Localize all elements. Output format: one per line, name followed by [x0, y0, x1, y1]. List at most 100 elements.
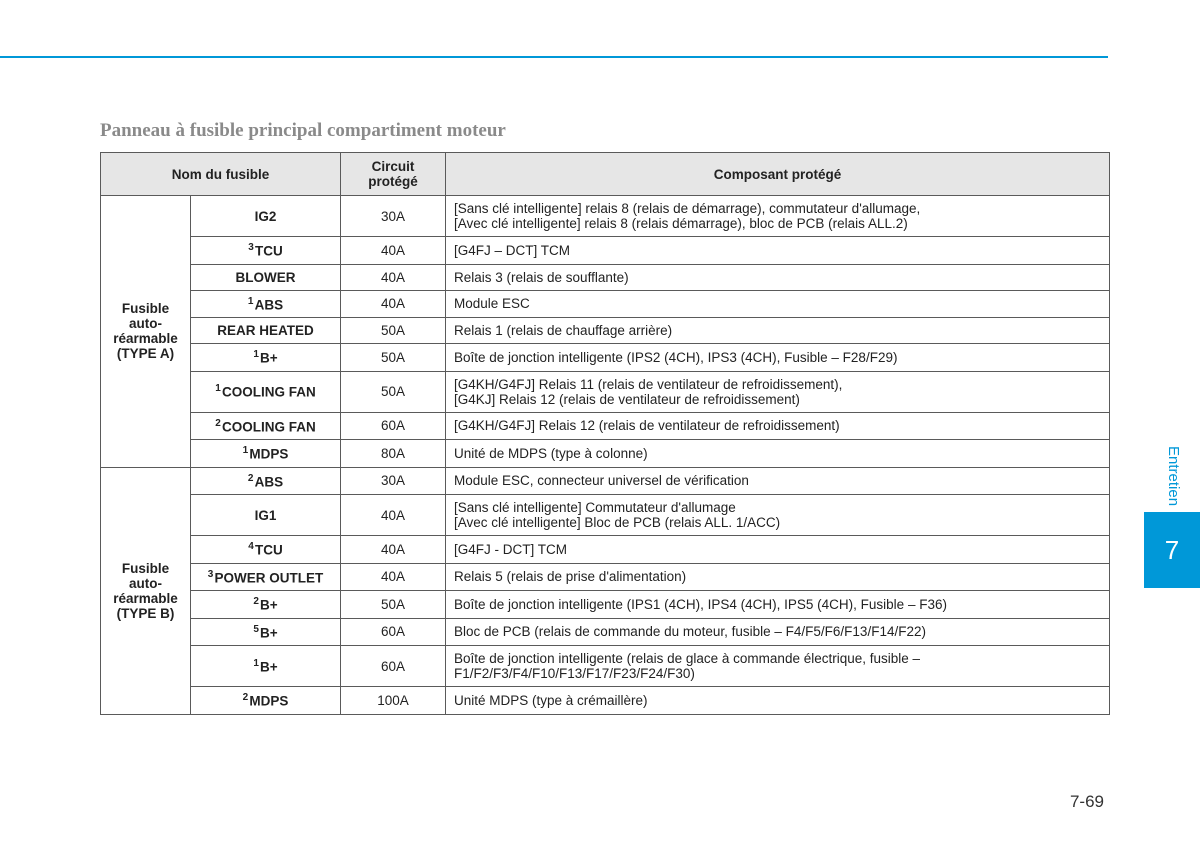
fuse-name: 3 TCU [191, 237, 341, 265]
fuse-circuit: 30A [341, 196, 446, 237]
table-row: Fusibleauto-réarmable (TYPE B)2 ABS30AMo… [101, 467, 1110, 495]
fuse-name-superscript: 1 [215, 383, 221, 394]
fuse-circuit: 40A [341, 536, 446, 564]
top-accent-line [0, 56, 1108, 58]
fuse-component: [G4FJ – DCT] TCM [446, 237, 1110, 265]
page-content: Panneau à fusible principal compartiment… [100, 120, 1110, 715]
fuse-name: 1 COOLING FAN [191, 371, 341, 412]
fuse-circuit: 60A [341, 412, 446, 440]
fuse-circuit: 40A [341, 237, 446, 265]
fuse-component: Boîte de jonction intelligente (relais d… [446, 646, 1110, 687]
table-row: 1 B+60ABoîte de jonction intelligente (r… [101, 646, 1110, 687]
fuse-name-superscript: 2 [248, 473, 254, 484]
fuse-name-superscript: 5 [253, 624, 259, 635]
fuse-component: Relais 5 (relais de prise d'alimentation… [446, 563, 1110, 591]
fuse-name: IG1 [191, 495, 341, 536]
table-row: 1 MDPS80AUnité de MDPS (type à colonne) [101, 440, 1110, 468]
table-row: 1 COOLING FAN50A[G4KH/G4FJ] Relais 11 (r… [101, 371, 1110, 412]
fuse-name-superscript: 2 [243, 692, 249, 703]
fuse-circuit: 60A [341, 618, 446, 646]
table-row: 3 TCU40A[G4FJ – DCT] TCM [101, 237, 1110, 265]
table-row: 2 B+50ABoîte de jonction intelligente (I… [101, 591, 1110, 619]
table-row: 2 MDPS100AUnité MDPS (type à crémaillère… [101, 687, 1110, 715]
fuse-name-text: B+ [260, 351, 278, 366]
fuse-component: Unité de MDPS (type à colonne) [446, 440, 1110, 468]
header-circuit: Circuit protégé [341, 153, 446, 196]
chapter-number: 7 [1165, 535, 1179, 566]
fuse-component: Boîte de jonction intelligente (IPS1 (4C… [446, 591, 1110, 619]
table-row: IG140A[Sans clé intelligente] Commutateu… [101, 495, 1110, 536]
fuse-component: Unité MDPS (type à crémaillère) [446, 687, 1110, 715]
fuse-component: Relais 1 (relais de chauffage arrière) [446, 318, 1110, 344]
fuse-component: Bloc de PCB (relais de commande du moteu… [446, 618, 1110, 646]
fuse-name-text: IG1 [255, 508, 277, 523]
fuse-component: Module ESC [446, 290, 1110, 318]
fuse-name: 5 B+ [191, 618, 341, 646]
fuse-name-text: BLOWER [236, 270, 296, 285]
page-number: 7-69 [1070, 792, 1104, 812]
fuse-name: 2 ABS [191, 467, 341, 495]
table-row: 2 COOLING FAN60A[G4KH/G4FJ] Relais 12 (r… [101, 412, 1110, 440]
fuse-component: [Sans clé intelligente] relais 8 (relais… [446, 196, 1110, 237]
fuse-name: 2 COOLING FAN [191, 412, 341, 440]
table-row: 3 POWER OUTLET40ARelais 5 (relais de pri… [101, 563, 1110, 591]
fuse-name-text: TCU [255, 543, 283, 558]
fuse-name-text: TCU [255, 244, 283, 259]
fuse-name-text: REAR HEATED [217, 323, 314, 338]
fuse-name-text: COOLING FAN [222, 419, 316, 434]
fuse-circuit: 30A [341, 467, 446, 495]
table-header-row: Nom du fusible Circuit protégé Composant… [101, 153, 1110, 196]
fuse-circuit: 40A [341, 563, 446, 591]
fuse-name: 1 MDPS [191, 440, 341, 468]
fuse-name: REAR HEATED [191, 318, 341, 344]
table-row: 1 B+50ABoîte de jonction intelligente (I… [101, 344, 1110, 372]
fuse-name-text: MDPS [249, 447, 288, 462]
side-tab: Entretien 7 [1144, 446, 1200, 588]
fuse-component: [G4KH/G4FJ] Relais 11 (relais de ventila… [446, 371, 1110, 412]
fuse-component: Boîte de jonction intelligente (IPS2 (4C… [446, 344, 1110, 372]
table-row: REAR HEATED 50ARelais 1 (relais de chauff… [101, 318, 1110, 344]
fuse-name: 1 B+ [191, 344, 341, 372]
fuse-circuit: 40A [341, 264, 446, 290]
side-section-label: Entretien [1144, 446, 1200, 506]
fuse-component: [G4FJ - DCT] TCM [446, 536, 1110, 564]
fuse-name-superscript: 1 [253, 658, 259, 669]
chapter-tab: 7 [1144, 512, 1200, 588]
fuse-circuit: 100A [341, 687, 446, 715]
fuse-name: 2 MDPS [191, 687, 341, 715]
fuse-name: 3 POWER OUTLET [191, 563, 341, 591]
fuse-name-superscript: 2 [253, 596, 259, 607]
fuse-table: Nom du fusible Circuit protégé Composant… [100, 152, 1110, 715]
table-row: Fusibleauto-réarmable (TYPE A)IG230A[San… [101, 196, 1110, 237]
fuse-name-text: ABS [255, 297, 284, 312]
fuse-name-text: ABS [255, 474, 284, 489]
fuse-name-superscript: 3 [248, 242, 254, 253]
fuse-name: IG2 [191, 196, 341, 237]
fuse-group-label: Fusibleauto-réarmable (TYPE A) [101, 196, 191, 468]
fuse-name-text: B+ [260, 598, 278, 613]
table-row: 4 TCU 40A[G4FJ - DCT] TCM [101, 536, 1110, 564]
fuse-circuit: 80A [341, 440, 446, 468]
table-row: BLOWER 40ARelais 3 (relais de soufflante) [101, 264, 1110, 290]
fuse-circuit: 50A [341, 591, 446, 619]
fuse-group-label: Fusibleauto-réarmable (TYPE B) [101, 467, 191, 714]
fuse-name-text: COOLING FAN [222, 385, 316, 400]
fuse-circuit: 50A [341, 318, 446, 344]
fuse-name-text: B+ [260, 625, 278, 640]
fuse-circuit: 40A [341, 290, 446, 318]
fuse-name-superscript: 1 [253, 349, 259, 360]
fuse-component: Module ESC, connecteur universel de véri… [446, 467, 1110, 495]
fuse-name: 1 ABS [191, 290, 341, 318]
fuse-name-superscript: 3 [208, 569, 214, 580]
fuse-name-superscript: 4 [248, 541, 254, 552]
header-component: Composant protégé [446, 153, 1110, 196]
fuse-name: 1 B+ [191, 646, 341, 687]
fuse-circuit: 50A [341, 344, 446, 372]
fuse-circuit: 40A [341, 495, 446, 536]
fuse-name-text: IG2 [255, 209, 277, 224]
fuse-name-superscript: 1 [248, 296, 254, 307]
fuse-component: Relais 3 (relais de soufflante) [446, 264, 1110, 290]
fuse-name-text: B+ [260, 659, 278, 674]
fuse-name: 2 B+ [191, 591, 341, 619]
fuse-circuit: 50A [341, 371, 446, 412]
